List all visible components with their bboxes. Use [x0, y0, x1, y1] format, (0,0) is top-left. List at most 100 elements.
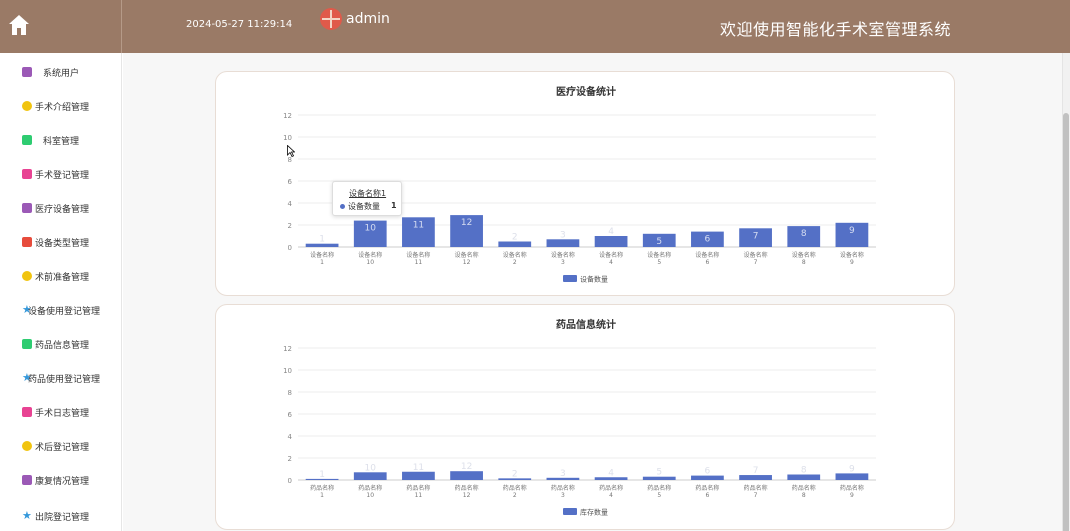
x-tick-label: 设备名称: [406, 251, 430, 259]
sidebar-item-7[interactable]: 术前准备管理: [0, 262, 122, 290]
sidebar-item-3[interactable]: 科室管理: [0, 126, 122, 154]
legend-label: 库存数量: [580, 508, 608, 517]
x-tick-label: 10: [366, 259, 374, 266]
x-tick-label: 药品名称: [792, 484, 816, 492]
bar: [594, 236, 628, 247]
x-tick-label: 5: [657, 492, 661, 499]
x-tick-label: 药品名称: [840, 484, 864, 492]
chat-icon: [22, 135, 32, 145]
sidebar-item-12[interactable]: 术后登记管理: [0, 432, 122, 460]
sidebar-item-label: 医疗设备管理: [35, 204, 90, 215]
x-tick-label: 12: [463, 259, 471, 266]
sidebar-item-11[interactable]: 手术日志管理: [0, 398, 122, 426]
bar-data-label: 12: [461, 218, 472, 228]
bar-data-label: 6: [705, 235, 711, 245]
y-tick-label: 0: [288, 244, 292, 252]
bar: [594, 477, 628, 480]
bar: [353, 472, 387, 480]
sidebar-item-label: 术后登记管理: [35, 442, 90, 453]
bar: [691, 231, 724, 247]
sidebar-item-label: 设备类型管理: [35, 238, 90, 249]
circle-icon: [22, 441, 32, 451]
x-tick-label: 1: [320, 492, 324, 499]
x-tick-label: 11: [415, 492, 423, 499]
x-tick-label: 药品名称: [310, 484, 334, 492]
username[interactable]: admin: [346, 11, 390, 27]
x-tick-label: 设备名称: [744, 251, 768, 259]
bar: [739, 475, 772, 480]
top-header: 2024-05-27 11:29:14 admin 欢迎使用智能化手术室管理系统: [0, 0, 1070, 53]
sidebar-item-4[interactable]: 手术登记管理: [0, 160, 122, 188]
y-tick-label: 12: [283, 112, 292, 120]
sidebar-item-6[interactable]: 设备类型管理: [0, 228, 122, 256]
x-tick-label: 7: [754, 492, 758, 499]
chart-tooltip: 设备名称1 设备数量 1: [332, 181, 402, 216]
sidebar-item-13[interactable]: 康复情况管理: [0, 466, 122, 494]
sidebar-item-5[interactable]: 医疗设备管理: [0, 194, 122, 222]
x-tick-label: 药品名称: [647, 484, 671, 492]
bar-data-label: 5: [656, 468, 662, 478]
sidebar-item-8[interactable]: ★ 设备使用登记管理: [0, 296, 122, 324]
x-tick-label: 设备名称: [840, 251, 864, 259]
sidebar-item-label: 出院登记管理: [35, 512, 90, 523]
current-datetime: 2024-05-27 11:29:14: [186, 19, 293, 30]
x-tick-label: 9: [850, 259, 854, 266]
sidebar-item-label: 手术日志管理: [35, 408, 90, 419]
x-tick-label: 5: [657, 259, 661, 266]
tooltip-series-name: 设备数量: [348, 202, 380, 211]
x-tick-label: 7: [754, 259, 758, 266]
sidebar-item-label: 系统用户: [43, 68, 80, 79]
sidebar-item-1[interactable]: 系统用户: [0, 58, 122, 86]
doc-icon: [22, 169, 32, 179]
sidebar-item-10[interactable]: ★ 药品使用登记管理: [0, 364, 122, 392]
bar-data-label: 3: [560, 230, 566, 240]
bar: [787, 226, 821, 247]
scrollbar-thumb[interactable]: [1063, 113, 1069, 531]
vertical-scrollbar[interactable]: [1062, 53, 1070, 531]
bar: [546, 477, 580, 480]
bar: [305, 478, 339, 480]
bar-data-label: 5: [656, 237, 662, 247]
bar: [835, 473, 869, 480]
bar: [835, 222, 869, 247]
mouse-cursor-icon: [287, 145, 295, 157]
x-tick-label: 设备名称: [310, 251, 334, 259]
sidebar-item-label: 康复情况管理: [35, 476, 90, 487]
sidebar-item-14[interactable]: ★ 出院登记管理: [0, 502, 122, 530]
x-tick-label: 设备名称: [551, 251, 575, 259]
x-tick-label: 8: [802, 259, 806, 266]
bar: [402, 217, 435, 247]
x-tick-label: 12: [463, 492, 471, 499]
sidebar: 系统用户手术介绍管理 科室管理手术登记管理医疗设备管理 设备类型管理术前准备管理 ★ 设…: [0, 53, 122, 531]
bar-data-label: 10: [365, 463, 377, 473]
bar-data-label: 9: [849, 226, 855, 236]
x-tick-label: 9: [850, 492, 854, 499]
x-tick-label: 3: [561, 492, 565, 499]
x-tick-label: 药品名称: [695, 484, 719, 492]
bar-data-label: 4: [608, 468, 614, 478]
bar: [787, 474, 821, 480]
bar: [450, 471, 483, 480]
x-tick-label: 设备名称: [503, 251, 527, 259]
x-tick-label: 设备名称: [792, 251, 816, 259]
sidebar-item-9[interactable]: 药品信息管理: [0, 330, 122, 358]
legend-swatch: [563, 508, 577, 515]
bar: [691, 475, 724, 480]
user-info[interactable]: admin: [320, 7, 390, 31]
x-tick-label: 设备名称: [695, 251, 719, 259]
bar-data-label: 1: [319, 235, 325, 245]
bar-data-label: 8: [801, 229, 807, 239]
bar: [642, 476, 676, 480]
x-tick-label: 药品名称: [358, 484, 382, 492]
tooltip-value: 1: [391, 201, 397, 210]
legend-label: 设备数量: [580, 275, 608, 284]
sidebar-item-2[interactable]: 手术介绍管理: [0, 92, 122, 120]
bar: [402, 471, 435, 480]
bar-data-label: 11: [413, 220, 424, 230]
avatar-icon[interactable]: [320, 8, 342, 30]
y-tick-label: 2: [288, 455, 292, 463]
home-button[interactable]: [0, 0, 122, 53]
x-tick-label: 4: [609, 259, 613, 266]
chat-icon: [22, 339, 32, 349]
